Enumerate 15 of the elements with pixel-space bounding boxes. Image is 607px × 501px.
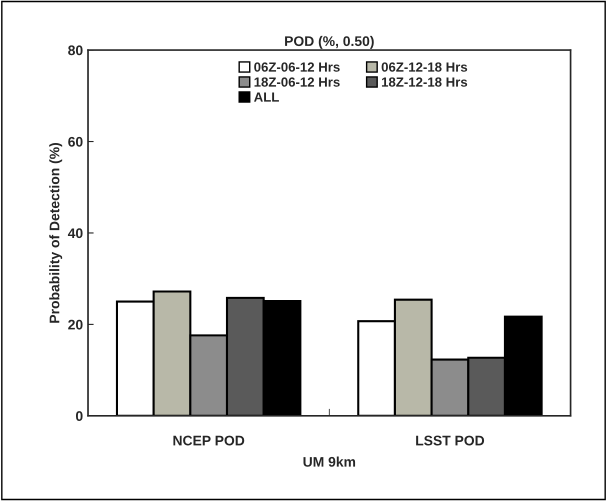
chart-title: POD (%, 0.50) (285, 36, 374, 49)
x-axis-title: UM 9km (304, 456, 356, 467)
y-tick-label: 0 (76, 411, 83, 421)
legend-label: 18Z-06-12 Hrs (254, 77, 340, 87)
y-tick-label: 80 (68, 45, 83, 56)
y-tick-label: 60 (68, 136, 83, 147)
x-tick-label: LSST POD (416, 436, 484, 446)
legend-label: 06Z-12-18 Hrs (382, 62, 468, 72)
y-tick-label: 20 (68, 320, 83, 330)
legend-label: ALL (254, 92, 279, 102)
legend-label: 18Z-12-18 Hrs (382, 77, 468, 87)
y-tick-label: 40 (68, 228, 83, 238)
legend-label: 06Z-06-12 Hrs (254, 62, 340, 72)
y-axis-title: Probability of Detection (%) (49, 142, 62, 323)
x-tick-label: NCEP POD (173, 436, 244, 446)
